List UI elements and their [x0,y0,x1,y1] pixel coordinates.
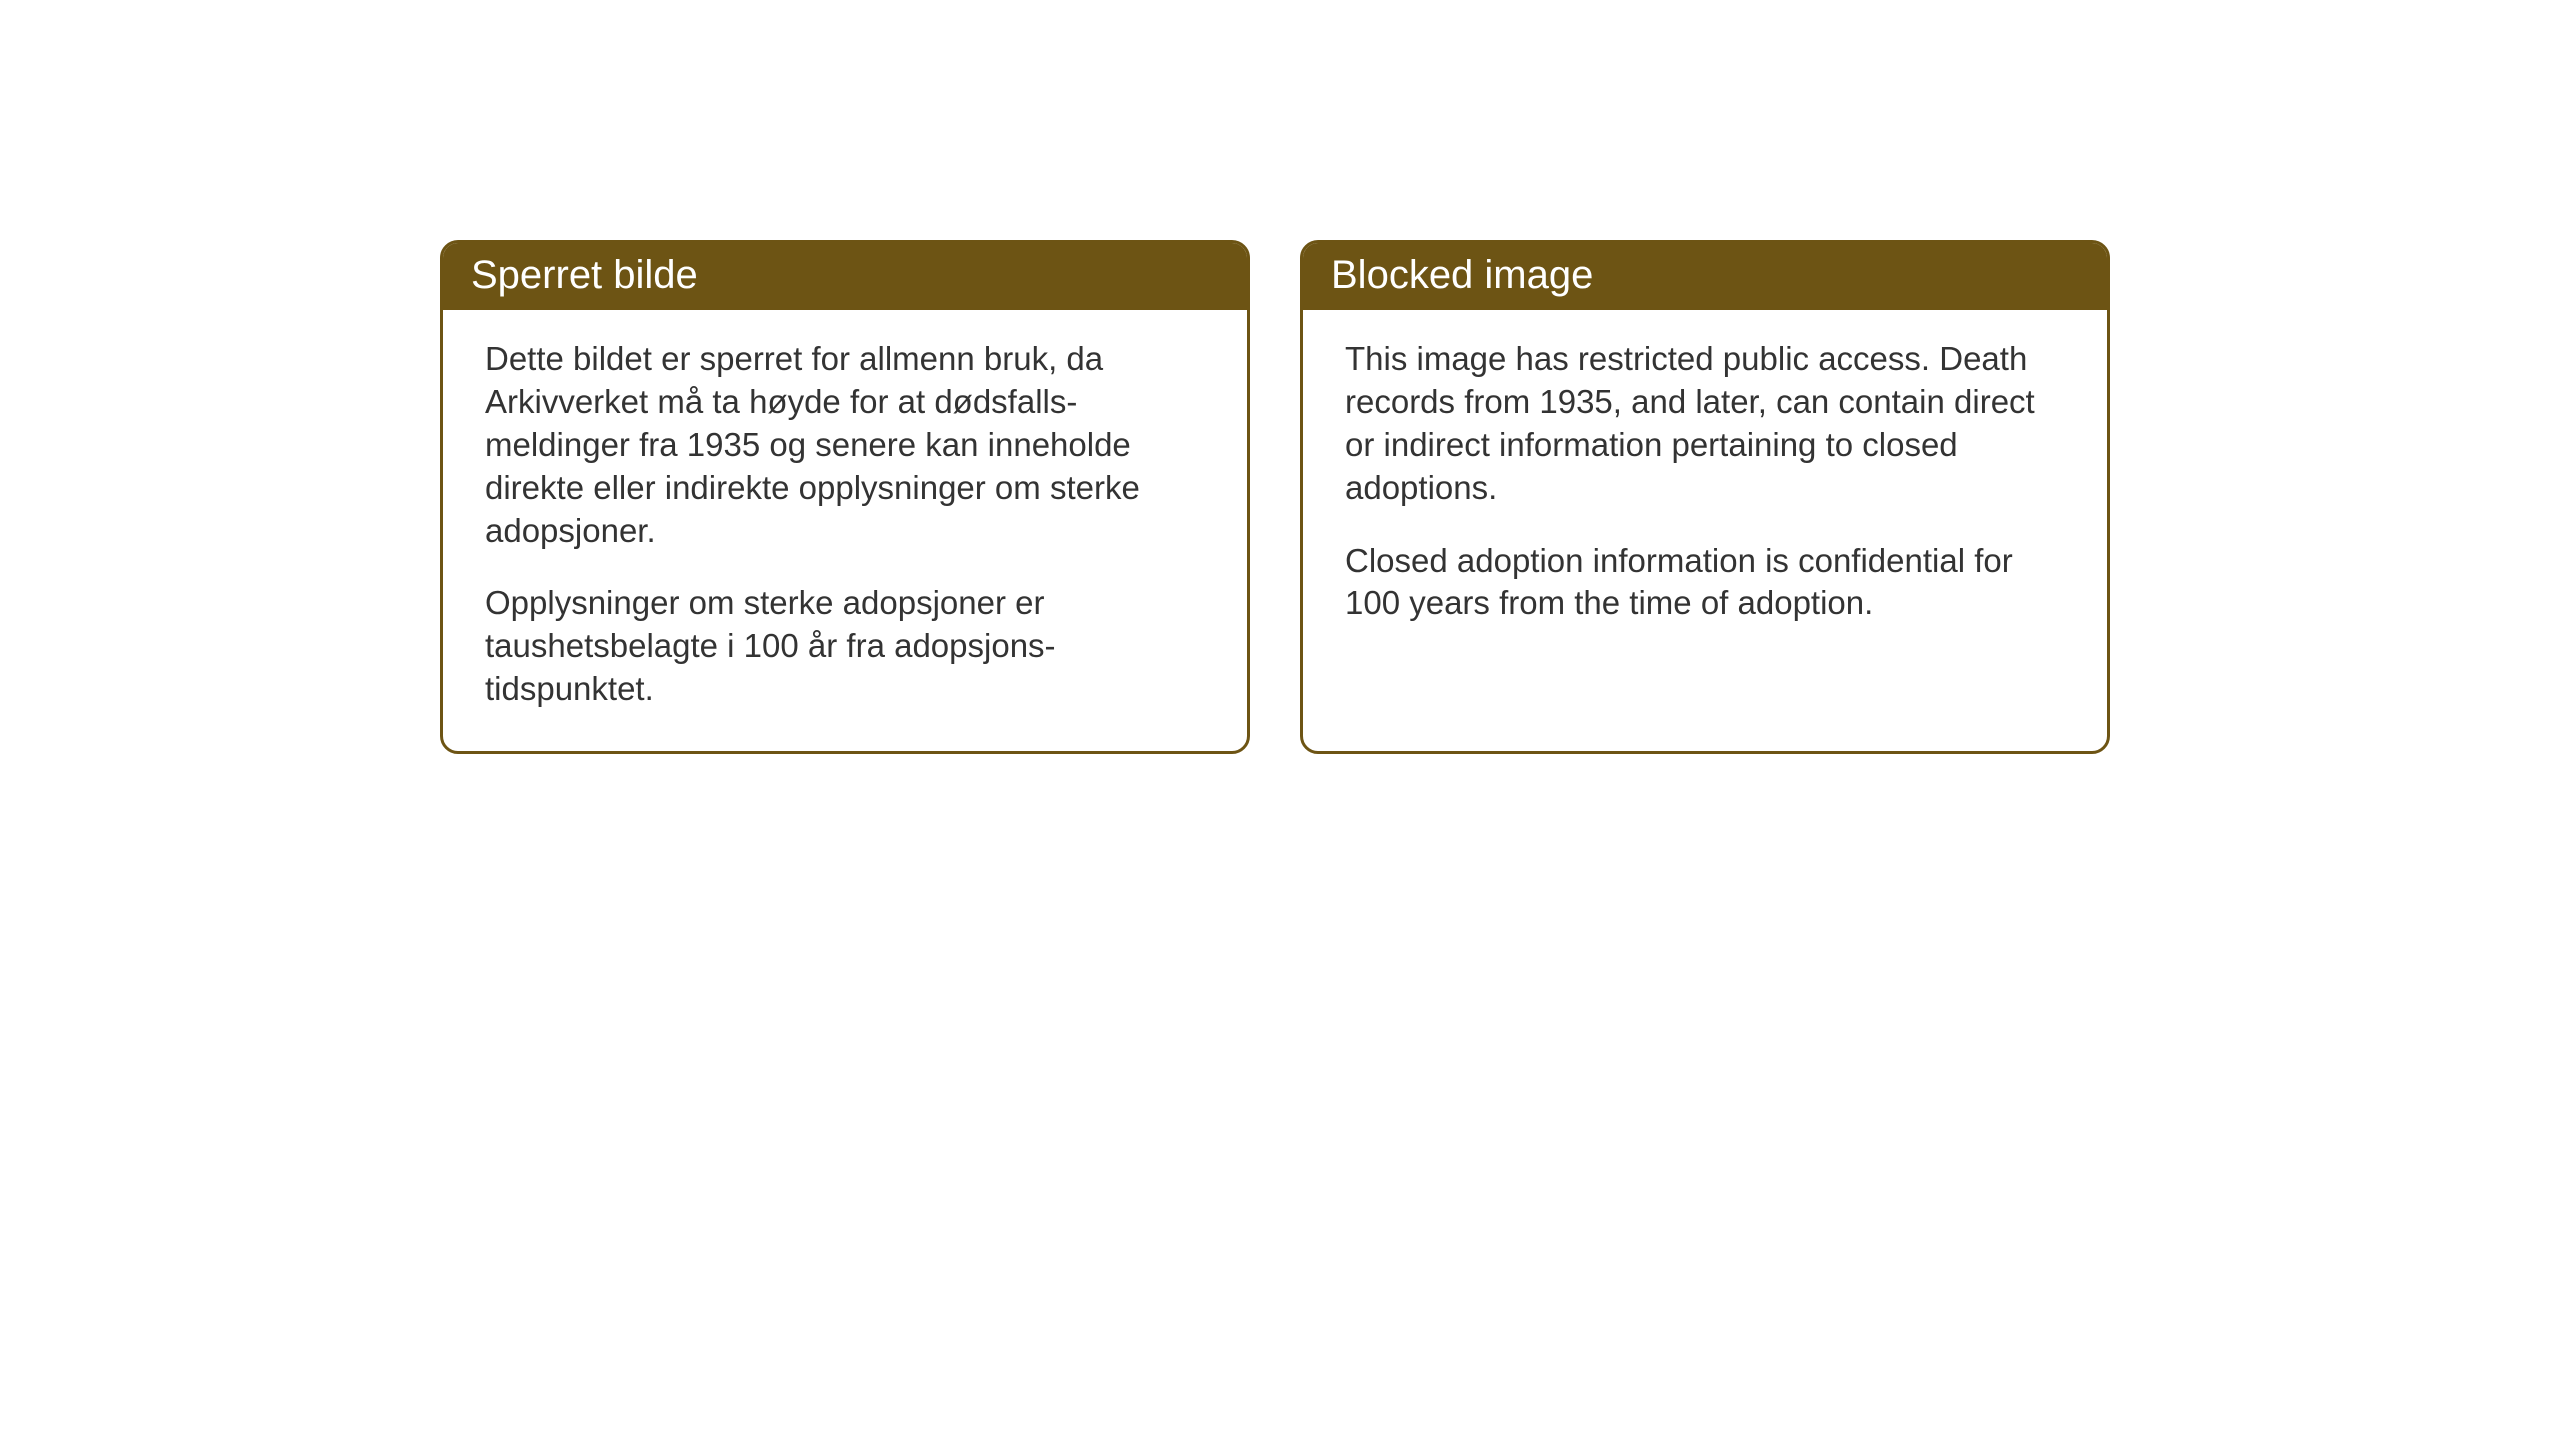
panel-english: Blocked image This image has restricted … [1300,240,2110,754]
panel-header-norwegian: Sperret bilde [443,243,1247,310]
panel-body-english: This image has restricted public access.… [1303,310,2107,740]
paragraph-english-1: This image has restricted public access.… [1345,338,2065,510]
panels-container: Sperret bilde Dette bildet er sperret fo… [440,240,2110,754]
paragraph-norwegian-2: Opplysninger om sterke adopsjoner er tau… [485,582,1205,711]
paragraph-norwegian-1: Dette bildet er sperret for allmenn bruk… [485,338,1205,552]
panel-norwegian: Sperret bilde Dette bildet er sperret fo… [440,240,1250,754]
paragraph-english-2: Closed adoption information is confident… [1345,540,2065,626]
panel-body-norwegian: Dette bildet er sperret for allmenn bruk… [443,310,1247,751]
panel-header-english: Blocked image [1303,243,2107,310]
